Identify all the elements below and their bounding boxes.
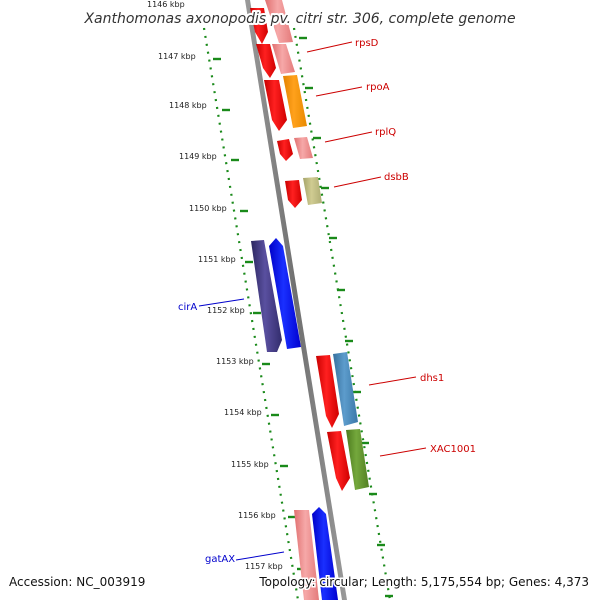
- gene-rpsD-partner[interactable]: [250, 8, 268, 44]
- tick-label: 1153 kbp: [216, 357, 254, 366]
- label-xac1001[interactable]: XAC1001: [430, 444, 476, 455]
- tick-label: 1155 kbp: [231, 460, 269, 469]
- gene-rpoA[interactable]: [264, 80, 287, 131]
- tick-label: 1152 kbp: [207, 306, 245, 315]
- label-dhs1[interactable]: dhs1: [420, 373, 444, 384]
- label-rpoA[interactable]: rpoA: [366, 82, 390, 93]
- gene-dsbB-b[interactable]: [303, 177, 322, 205]
- gene-dsbB[interactable]: [285, 180, 302, 208]
- tick-label: 1157 kbp: [245, 562, 283, 571]
- tick-label: 1149 kbp: [179, 152, 217, 161]
- genes-left[interactable]: [250, 8, 350, 600]
- gene-dhs1[interactable]: [316, 355, 339, 428]
- gene-cirA[interactable]: [251, 240, 282, 352]
- tick-label: 1150 kbp: [189, 204, 227, 213]
- right-ruler: [292, 27, 392, 600]
- gene-cirA-b[interactable]: [269, 238, 301, 349]
- label-dsbB[interactable]: dsbB: [384, 172, 409, 183]
- tick-label: 1148 kbp: [169, 101, 207, 110]
- tick-label: 1154 kbp: [224, 408, 262, 417]
- gene-rplQ[interactable]: [277, 139, 293, 161]
- gene-rpsD[interactable]: [265, 0, 293, 43]
- label-rpsD[interactable]: rpsD: [355, 38, 379, 49]
- map-title: Xanthomonas axonopodis pv. citri str. 30…: [83, 11, 515, 27]
- accession-text: Accession: NC_003919: [9, 575, 145, 589]
- left-tick-marks: [213, 57, 305, 571]
- tick-label: 1156 kbp: [238, 511, 276, 520]
- tick-label: 1146 kbp: [147, 0, 185, 9]
- label-rplQ[interactable]: rplQ: [375, 127, 396, 138]
- label-leaders: [198, 41, 427, 561]
- genes-right[interactable]: [265, 0, 369, 600]
- sequence-backbone: [245, 0, 347, 600]
- gene-rpoA-partner[interactable]: [256, 44, 276, 78]
- gene-gatAX[interactable]: [294, 510, 319, 600]
- tick-label: 1151 kbp: [198, 255, 236, 264]
- label-cirA[interactable]: cirA: [178, 302, 197, 313]
- gene-rpoA-b[interactable]: [283, 75, 307, 128]
- left-ruler: [202, 27, 300, 600]
- gene-gatAX-b[interactable]: [312, 507, 338, 600]
- gene-rpsD-b[interactable]: [272, 44, 295, 74]
- tick-label: 1147 kbp: [158, 52, 196, 61]
- gene-xac1001[interactable]: [346, 429, 369, 490]
- gene-rplQ-b[interactable]: [294, 137, 313, 159]
- gene-dhs1-b[interactable]: [333, 352, 358, 426]
- topology-text: Topology: circular; Length: 5,175,554 bp…: [258, 575, 589, 589]
- gene-xac1001-partner[interactable]: [327, 431, 350, 491]
- right-tick-marks: [299, 36, 393, 598]
- label-gatAX[interactable]: gatAX: [205, 554, 235, 565]
